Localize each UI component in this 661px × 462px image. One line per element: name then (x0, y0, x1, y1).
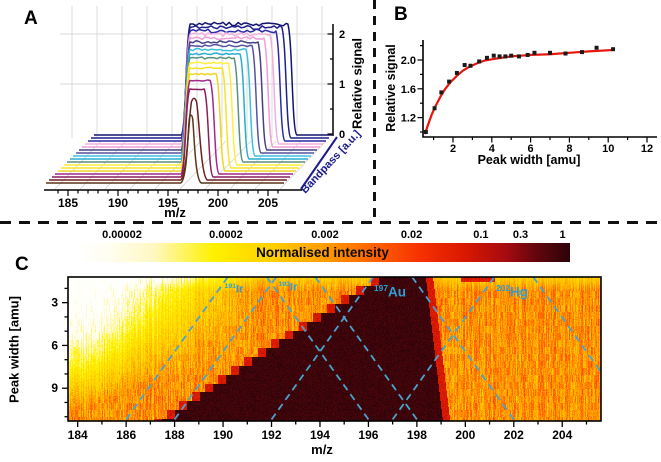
isotope-mass-number: 197 (374, 283, 388, 293)
isotope-mass-number: 202 (496, 283, 510, 293)
colorbar-tick-label: 0.0002 (209, 229, 243, 241)
colorbar-gradient (75, 243, 570, 262)
isotope-element-symbol: Ir (290, 281, 298, 294)
isotope-label-202Hg: 202Hg (496, 283, 528, 300)
isotope-element-symbol: Hg (509, 284, 528, 300)
colorbar-tick-label: 0.00002 (102, 229, 142, 241)
isotope-label-197Au: 197Au (374, 283, 406, 300)
panel-b-label: B (394, 4, 408, 25)
colorbar-title: Normalised intensity (256, 245, 389, 260)
panel-c-heatmap (0, 265, 661, 462)
panel-b-xaxis-title: Peak width [amu] (477, 153, 581, 167)
panel-a-waterfall-plot (0, 0, 380, 220)
panel-b-scatter-plot (380, 0, 661, 175)
colorbar-tick-label: 0.3 (512, 229, 529, 241)
panel-c-yaxis-title: Peak width [amu] (6, 296, 22, 403)
colorbar-tick-label: 0.002 (311, 229, 339, 241)
panel-divider-horizontal (0, 221, 661, 224)
isotope-label-193Ir: 193Ir (279, 281, 298, 294)
panel-b-yaxis-title: Relative signal (384, 44, 398, 132)
colorbar-tick-label: 0.02 (400, 229, 423, 241)
isotope-element-symbol: Au (387, 284, 406, 300)
isotope-element-symbol: Ir (236, 283, 244, 296)
isotope-label-191Ir: 191Ir (225, 283, 244, 296)
colorbar-tick-label: 0.1 (473, 229, 489, 241)
panel-divider-vertical (373, 0, 376, 218)
isotope-mass-number: 191 (224, 283, 237, 290)
panel-a-label: A (24, 8, 38, 29)
panel-a-yaxis-title: Relative signal (349, 37, 365, 130)
panel-c-xaxis-title: m/z (311, 442, 333, 457)
isotope-mass-number: 193 (278, 281, 291, 288)
colorbar-tick-label: 1 (559, 229, 566, 241)
panel-a-xaxis-title: m/z (164, 205, 186, 220)
